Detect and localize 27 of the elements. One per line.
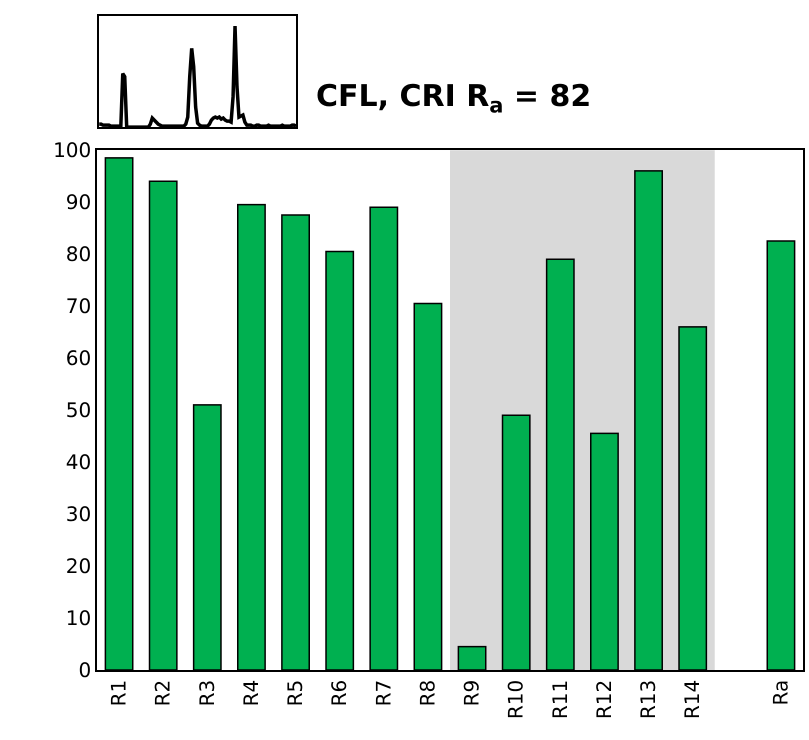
y-tick-label: 100 bbox=[53, 138, 92, 162]
y-tick-label: 70 bbox=[66, 294, 92, 318]
y-tick-label: 90 bbox=[66, 190, 92, 214]
y-tick-label: 10 bbox=[66, 606, 92, 630]
x-tick-label: R13 bbox=[636, 680, 660, 720]
x-tick-label: R10 bbox=[504, 680, 528, 720]
x-tick-label: R9 bbox=[460, 680, 484, 706]
x-tick-label: R11 bbox=[548, 680, 572, 720]
y-tick-label: 60 bbox=[66, 346, 92, 370]
y-tick-label: 50 bbox=[66, 398, 92, 422]
y-tick-label: 30 bbox=[66, 502, 92, 526]
y-tick-label: 40 bbox=[66, 450, 92, 474]
x-tick-label: R12 bbox=[592, 680, 616, 720]
x-tick-label: R1 bbox=[106, 680, 131, 706]
x-tick-label: Ra bbox=[768, 680, 792, 706]
x-tick-label: R3 bbox=[194, 680, 219, 706]
x-tick-label: R14 bbox=[680, 680, 704, 720]
y-tick-label: 0 bbox=[78, 658, 92, 682]
x-tick-label: R7 bbox=[371, 680, 396, 706]
y-tick-label: 80 bbox=[66, 242, 92, 266]
x-tick-label: R6 bbox=[327, 680, 352, 706]
x-tick-label: R2 bbox=[150, 680, 175, 706]
x-tick-label: R5 bbox=[283, 680, 308, 706]
x-tick-label: R4 bbox=[238, 680, 263, 706]
chart-title: CFL, CRI R$_{a}$ = 82 bbox=[316, 79, 592, 118]
y-tick-label: 20 bbox=[66, 554, 92, 578]
x-tick-label: R8 bbox=[415, 680, 440, 706]
